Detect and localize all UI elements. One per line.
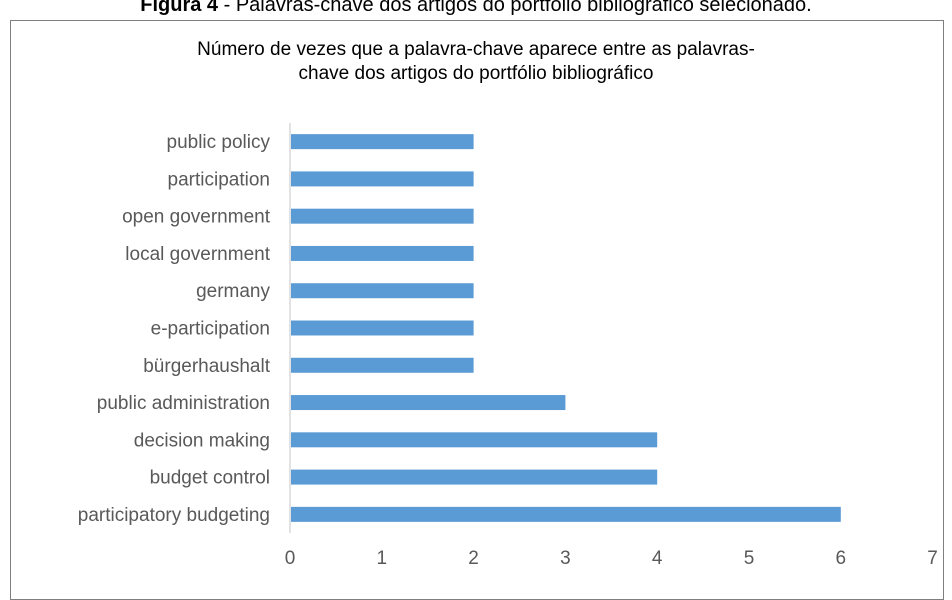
bar [291,208,474,224]
chart-title-line-1: Número de vezes que a palavra-chave apar… [197,39,755,60]
x-tick-label: 7 [927,548,938,569]
figure-caption-number: Figura 4 [140,0,219,16]
bar [291,283,474,299]
chart-title-line-2: chave dos artigos do portfólio bibliográ… [298,63,654,84]
figure-caption: Figura 4 - Palavras-chave dos artigos do… [0,0,952,17]
category-label: bürgerhaushalt [143,356,270,377]
bar [291,171,474,187]
category-label: open government [122,207,271,228]
x-tick-label: 6 [836,548,847,569]
category-label: e-participation [151,319,270,340]
category-label: decision making [134,430,270,451]
bar-chart: public policy participation open governmen… [78,123,938,569]
bar [291,245,474,261]
bar [291,432,658,448]
category-label: public policy [167,132,271,153]
bar [291,320,474,336]
x-tick-label: 1 [377,548,388,569]
bar [291,506,841,522]
x-tick-label: 0 [285,548,296,569]
chart-title: Número de vezes que a palavra-chave apar… [0,38,952,86]
bar [291,134,474,150]
category-label: budget control [150,468,270,489]
category-label: participatory budgeting [78,505,270,526]
chart-frame [10,20,944,600]
bar [291,395,566,411]
x-tick-label: 3 [560,548,571,569]
x-tick-label: 5 [744,548,755,569]
figure-caption-text: - Palavras-chave dos artigos do portfóli… [218,0,812,16]
category-label: germany [196,281,270,302]
category-label: public administration [97,393,270,414]
x-tick-label: 4 [652,548,663,569]
bar [291,469,658,485]
x-tick-label: 2 [468,548,479,569]
bar [291,357,474,373]
category-label: participation [168,169,270,190]
category-label: local government [125,244,270,265]
